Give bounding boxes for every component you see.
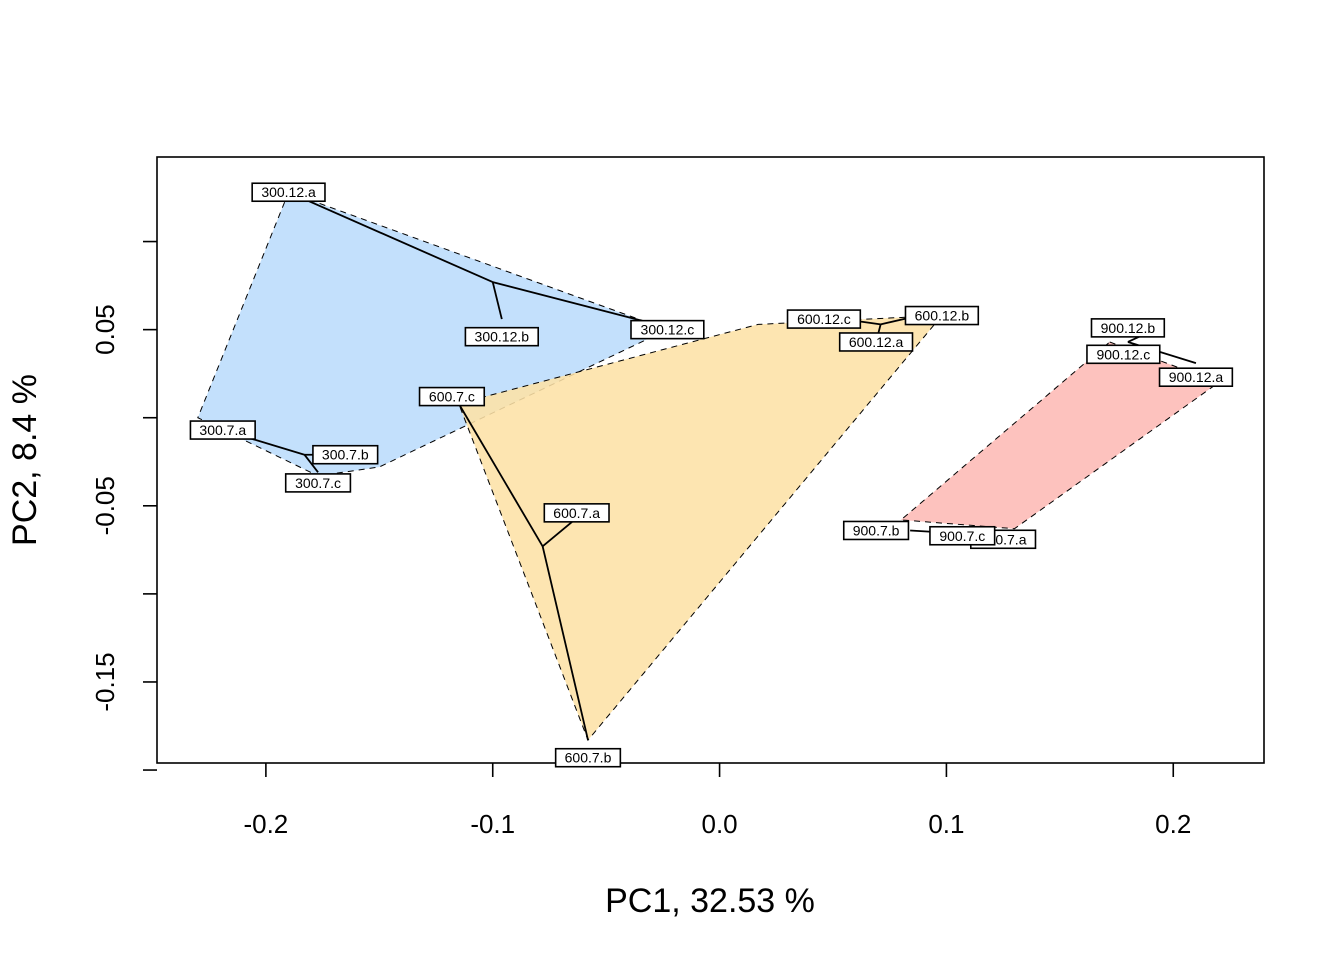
- point-label-text: 900.7.c: [939, 528, 985, 544]
- point-label-box: [838, 332, 914, 352]
- point-label-text: 900.12.c: [1096, 346, 1150, 362]
- point-label-box: [786, 309, 862, 329]
- tree-segment: [491, 281, 503, 320]
- point-label: 600.7.b: [554, 747, 622, 768]
- y-tick-label: -0.05: [90, 476, 120, 535]
- point-labels: 300.12.a 300.12.b 300.12.c 300.7.a 300.7.b 30…: [189, 182, 1234, 768]
- point-label-text: 600.12.c: [797, 311, 851, 327]
- tree-segment: [877, 324, 882, 334]
- point-label-box: [418, 386, 486, 407]
- point-label-box: [312, 444, 379, 465]
- point-label: 600.12.c: [786, 309, 862, 329]
- point-label: 600.12.a: [838, 332, 914, 352]
- point-label: 300.12.a: [251, 182, 326, 203]
- plot-frame: [156, 156, 1265, 764]
- point-label-box: [630, 319, 705, 340]
- point-label: 900.7.c: [929, 525, 996, 546]
- tree-segment: [288, 191, 494, 283]
- hull-group-2: [458, 314, 944, 742]
- point-label-text: 600.7.a: [553, 505, 600, 521]
- point-label: 600.7.a: [543, 503, 610, 523]
- point-label-text: 300.12.c: [641, 322, 695, 338]
- point-label-box: [1158, 367, 1234, 388]
- x-axis-title: PC1, 32.53 %: [605, 882, 815, 920]
- point-label-box: [189, 420, 256, 440]
- group-hulls: [197, 191, 1220, 742]
- point-label: 300.12.b: [464, 326, 540, 347]
- point-label-text: 300.7.c: [295, 475, 341, 491]
- y-tick-label: -0.15: [90, 652, 120, 711]
- point-label-box: [543, 503, 610, 523]
- point-label-text: 300.7.b: [322, 447, 369, 463]
- point-label-box: [251, 182, 326, 203]
- x-tick-label: 0.0: [701, 809, 737, 839]
- point-label: 300.7.b: [312, 444, 379, 465]
- point-label: 600.12.b: [904, 305, 980, 326]
- point-label-text: 600.12.a: [849, 334, 904, 350]
- y-tick-label: 0.05: [90, 304, 120, 355]
- point-label-text: 900.12.a: [1169, 369, 1224, 385]
- point-label: 900.12.a: [1158, 367, 1234, 388]
- x-tick-label: -0.1: [470, 809, 515, 839]
- point-label-box: [929, 525, 996, 546]
- point-label: 300.12.c: [630, 319, 705, 340]
- point-label-box: [842, 520, 910, 541]
- point-label-text: 300.12.b: [475, 329, 530, 345]
- x-axis: -0.2 -0.1 0.0 0.1 0.2: [243, 763, 1191, 839]
- point-label-text: 600.12.b: [915, 308, 970, 324]
- tree-segment: [457, 403, 544, 547]
- point-label-text: 900.7.b: [853, 522, 900, 538]
- point-label-text: 900.12.b: [1101, 320, 1156, 336]
- hull-group-1: [197, 191, 669, 477]
- tree-segment: [492, 281, 657, 326]
- point-label-box: [554, 747, 622, 768]
- point-label-text: 600.7.b: [565, 750, 612, 766]
- tree-segment: [541, 546, 589, 741]
- point-label: 300.7.a: [189, 420, 256, 440]
- x-tick-label: 0.2: [1155, 809, 1191, 839]
- point-label-text: 300.7.a: [199, 422, 246, 438]
- y-axis: -0.15 -0.05 0.05: [90, 240, 157, 771]
- tree-segment: [303, 454, 319, 473]
- tree-segment: [542, 519, 575, 548]
- point-label-text: 300.12.a: [261, 184, 316, 200]
- point-label: 900.12.c: [1086, 344, 1161, 365]
- point-label-text: 600.7.c: [429, 389, 475, 405]
- point-label-box: [1086, 344, 1161, 365]
- point-label: 900.7.b: [842, 520, 910, 541]
- point-label: 900.12.b: [1090, 318, 1166, 338]
- point-label-box: [904, 305, 980, 326]
- point-label-box: [1090, 318, 1166, 338]
- point-label: 300.7.c: [284, 473, 352, 493]
- point-label: 600.7.c: [418, 386, 486, 407]
- point-label-box: [284, 473, 352, 493]
- x-tick-label: -0.2: [243, 809, 288, 839]
- point-label-box: [464, 326, 540, 347]
- x-tick-label: 0.1: [928, 809, 964, 839]
- y-axis-title: PC2, 8.4 %: [6, 374, 44, 546]
